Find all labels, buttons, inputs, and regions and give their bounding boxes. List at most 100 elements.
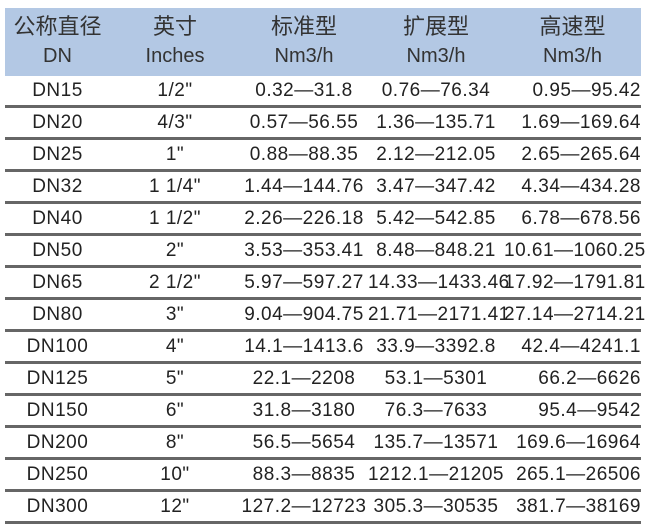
- cell-standard: 14.1—1413.6: [244, 335, 364, 357]
- header-label-en: Inches: [145, 45, 205, 67]
- cell-nominal-diameter: DN25: [32, 143, 83, 165]
- cell-extended: 14.33—1433.46: [368, 271, 510, 293]
- table-row: DN50 2" 3.53—353.41 8.48—848.21 10.61—1060.2…: [5, 236, 646, 268]
- table-row: DN25 1" 0.88—88.35 2.12—212.05 2.65—265.64: [5, 140, 641, 172]
- header-label-zh: 英寸: [152, 15, 197, 40]
- header-nominal-diameter: 公称直径 DN: [5, 8, 110, 76]
- cell-nominal-diameter: DN32: [32, 175, 83, 197]
- cell-extended: 3.47—347.42: [376, 175, 496, 197]
- cell-inches: 3": [165, 303, 185, 325]
- cell-extended: 5.42—542.85: [376, 207, 496, 229]
- cell-nominal-diameter: DN80: [32, 303, 83, 325]
- cell-high-speed: 4.34—434.28: [521, 175, 641, 197]
- table-row: DN15 1/2" 0.32—31.8 0.76—76.34 0.95—95.42: [5, 76, 641, 108]
- table-row: DN300 12" 127.2—12723 305.3—30535 381.7—3816…: [5, 492, 641, 524]
- cell-standard: 1.44—144.76: [244, 175, 364, 197]
- cell-extended: 21.71—2171.41: [368, 303, 510, 325]
- cell-standard: 9.04—904.75: [244, 303, 364, 325]
- cell-high-speed: 42.4—4241.1: [521, 335, 641, 357]
- cell-high-speed: 0.95—95.42: [532, 79, 641, 101]
- cell-nominal-diameter: DN15: [32, 79, 83, 101]
- cell-inches: 1 1/2": [148, 207, 201, 229]
- table-row: DN200 8" 56.5—5654 135.7—13571 169.6—16964: [5, 428, 641, 460]
- cell-standard: 5.97—597.27: [244, 271, 364, 293]
- cell-nominal-diameter: DN20: [32, 111, 83, 133]
- flow-range-table: 公称直径 DN 英寸 Inches 标准型 Nm3/h 扩展型 Nm3/h 高速型 Nm3/h D…: [5, 8, 646, 524]
- cell-inches: 10": [160, 463, 190, 485]
- cell-nominal-diameter: DN250: [26, 463, 89, 485]
- header-label-en: DN: [43, 45, 72, 67]
- cell-standard: 3.53—353.41: [244, 239, 364, 261]
- cell-standard: 31.8—3180: [252, 399, 356, 421]
- cell-standard: 88.3—8835: [252, 463, 356, 485]
- cell-nominal-diameter: DN100: [26, 335, 89, 357]
- header-label-en: Nm3/h: [274, 45, 334, 67]
- table-row: DN125 5" 22.1—2208 53.1—5301 66.2—6626: [5, 364, 641, 396]
- header-label-zh: 公称直径: [13, 15, 102, 40]
- cell-high-speed: 17.92—1791.81: [504, 271, 646, 293]
- cell-inches: 4/3": [157, 111, 193, 133]
- cell-standard: 0.32—31.8: [255, 79, 353, 101]
- cell-high-speed: 10.61—1060.25: [504, 239, 646, 261]
- cell-high-speed: 2.65—265.64: [521, 143, 641, 165]
- header-label-zh: 标准型: [270, 15, 337, 40]
- header-high-speed: 高速型 Nm3/h: [504, 8, 641, 76]
- cell-standard: 56.5—5654: [252, 431, 356, 453]
- cell-inches: 5": [165, 367, 185, 389]
- cell-high-speed: 169.6—16964: [516, 431, 641, 453]
- cell-nominal-diameter: DN300: [26, 495, 89, 517]
- cell-inches: 2 1/2": [148, 271, 201, 293]
- cell-extended: 33.9—3392.8: [376, 335, 496, 357]
- table-body: DN15 1/2" 0.32—31.8 0.76—76.34 0.95—95.42 DN2…: [5, 76, 646, 524]
- header-standard: 标准型 Nm3/h: [240, 8, 368, 76]
- cell-inches: 1": [165, 143, 185, 165]
- cell-extended: 0.76—76.34: [381, 79, 491, 101]
- cell-standard: 127.2—12723: [241, 495, 367, 517]
- table-row: DN80 3" 9.04—904.75 21.71—2171.41 27.14—2714…: [5, 300, 646, 332]
- cell-high-speed: 1.69—169.64: [521, 111, 641, 133]
- table-row: DN100 4" 14.1—1413.6 33.9—3392.8 42.4—4241.1: [5, 332, 641, 364]
- header-extended: 扩展型 Nm3/h: [368, 8, 504, 76]
- cell-standard: 0.88—88.35: [249, 143, 359, 165]
- table-row: DN40 1 1/2" 2.26—226.18 5.42—542.85 6.78—678…: [5, 204, 641, 236]
- cell-extended: 1212.1—21205: [368, 463, 504, 485]
- cell-nominal-diameter: DN65: [32, 271, 83, 293]
- cell-inches: 12": [160, 495, 190, 517]
- header-inches: 英寸 Inches: [110, 8, 240, 76]
- cell-nominal-diameter: DN125: [26, 367, 89, 389]
- cell-extended: 53.1—5301: [384, 367, 488, 389]
- table-header: 公称直径 DN 英寸 Inches 标准型 Nm3/h 扩展型 Nm3/h 高速型 Nm3/h: [5, 8, 641, 76]
- cell-extended: 2.12—212.05: [376, 143, 496, 165]
- table-row: DN65 2 1/2" 5.97—597.27 14.33—1433.46 17.92—…: [5, 268, 646, 300]
- cell-inches: 8": [165, 431, 185, 453]
- cell-nominal-diameter: DN200: [26, 431, 89, 453]
- cell-high-speed: 27.14—2714.21: [504, 303, 646, 325]
- cell-high-speed: 6.78—678.56: [521, 207, 641, 229]
- table-row: DN20 4/3" 0.57—56.55 1.36—135.71 1.69—169.64: [5, 108, 641, 140]
- cell-nominal-diameter: DN50: [32, 239, 83, 261]
- cell-inches: 1 1/4": [148, 175, 201, 197]
- header-label-zh: 高速型: [539, 15, 606, 40]
- cell-standard: 0.57—56.55: [249, 111, 359, 133]
- cell-nominal-diameter: DN150: [26, 399, 89, 421]
- cell-extended: 305.3—30535: [373, 495, 499, 517]
- cell-extended: 8.48—848.21: [376, 239, 496, 261]
- header-label-en: Nm3/h: [543, 45, 602, 67]
- cell-extended: 1.36—135.71: [376, 111, 496, 133]
- cell-nominal-diameter: DN40: [32, 207, 83, 229]
- cell-inches: 6": [165, 399, 185, 421]
- cell-high-speed: 95.4—9542: [538, 399, 641, 421]
- cell-inches: 4": [165, 335, 185, 357]
- cell-inches: 2": [165, 239, 185, 261]
- table-row: DN250 10" 88.3—8835 1212.1—21205 265.1—26506: [5, 460, 641, 492]
- header-label-zh: 扩展型: [402, 15, 469, 40]
- cell-high-speed: 265.1—26506: [516, 463, 641, 485]
- table-row: DN32 1 1/4" 1.44—144.76 3.47—347.42 4.34—434…: [5, 172, 641, 204]
- cell-high-speed: 66.2—6626: [538, 367, 641, 389]
- cell-standard: 22.1—2208: [252, 367, 356, 389]
- cell-standard: 2.26—226.18: [244, 207, 364, 229]
- cell-inches: 1/2": [157, 79, 193, 101]
- cell-extended: 76.3—7633: [384, 399, 488, 421]
- cell-high-speed: 381.7—38169: [516, 495, 641, 517]
- cell-extended: 135.7—13571: [373, 431, 499, 453]
